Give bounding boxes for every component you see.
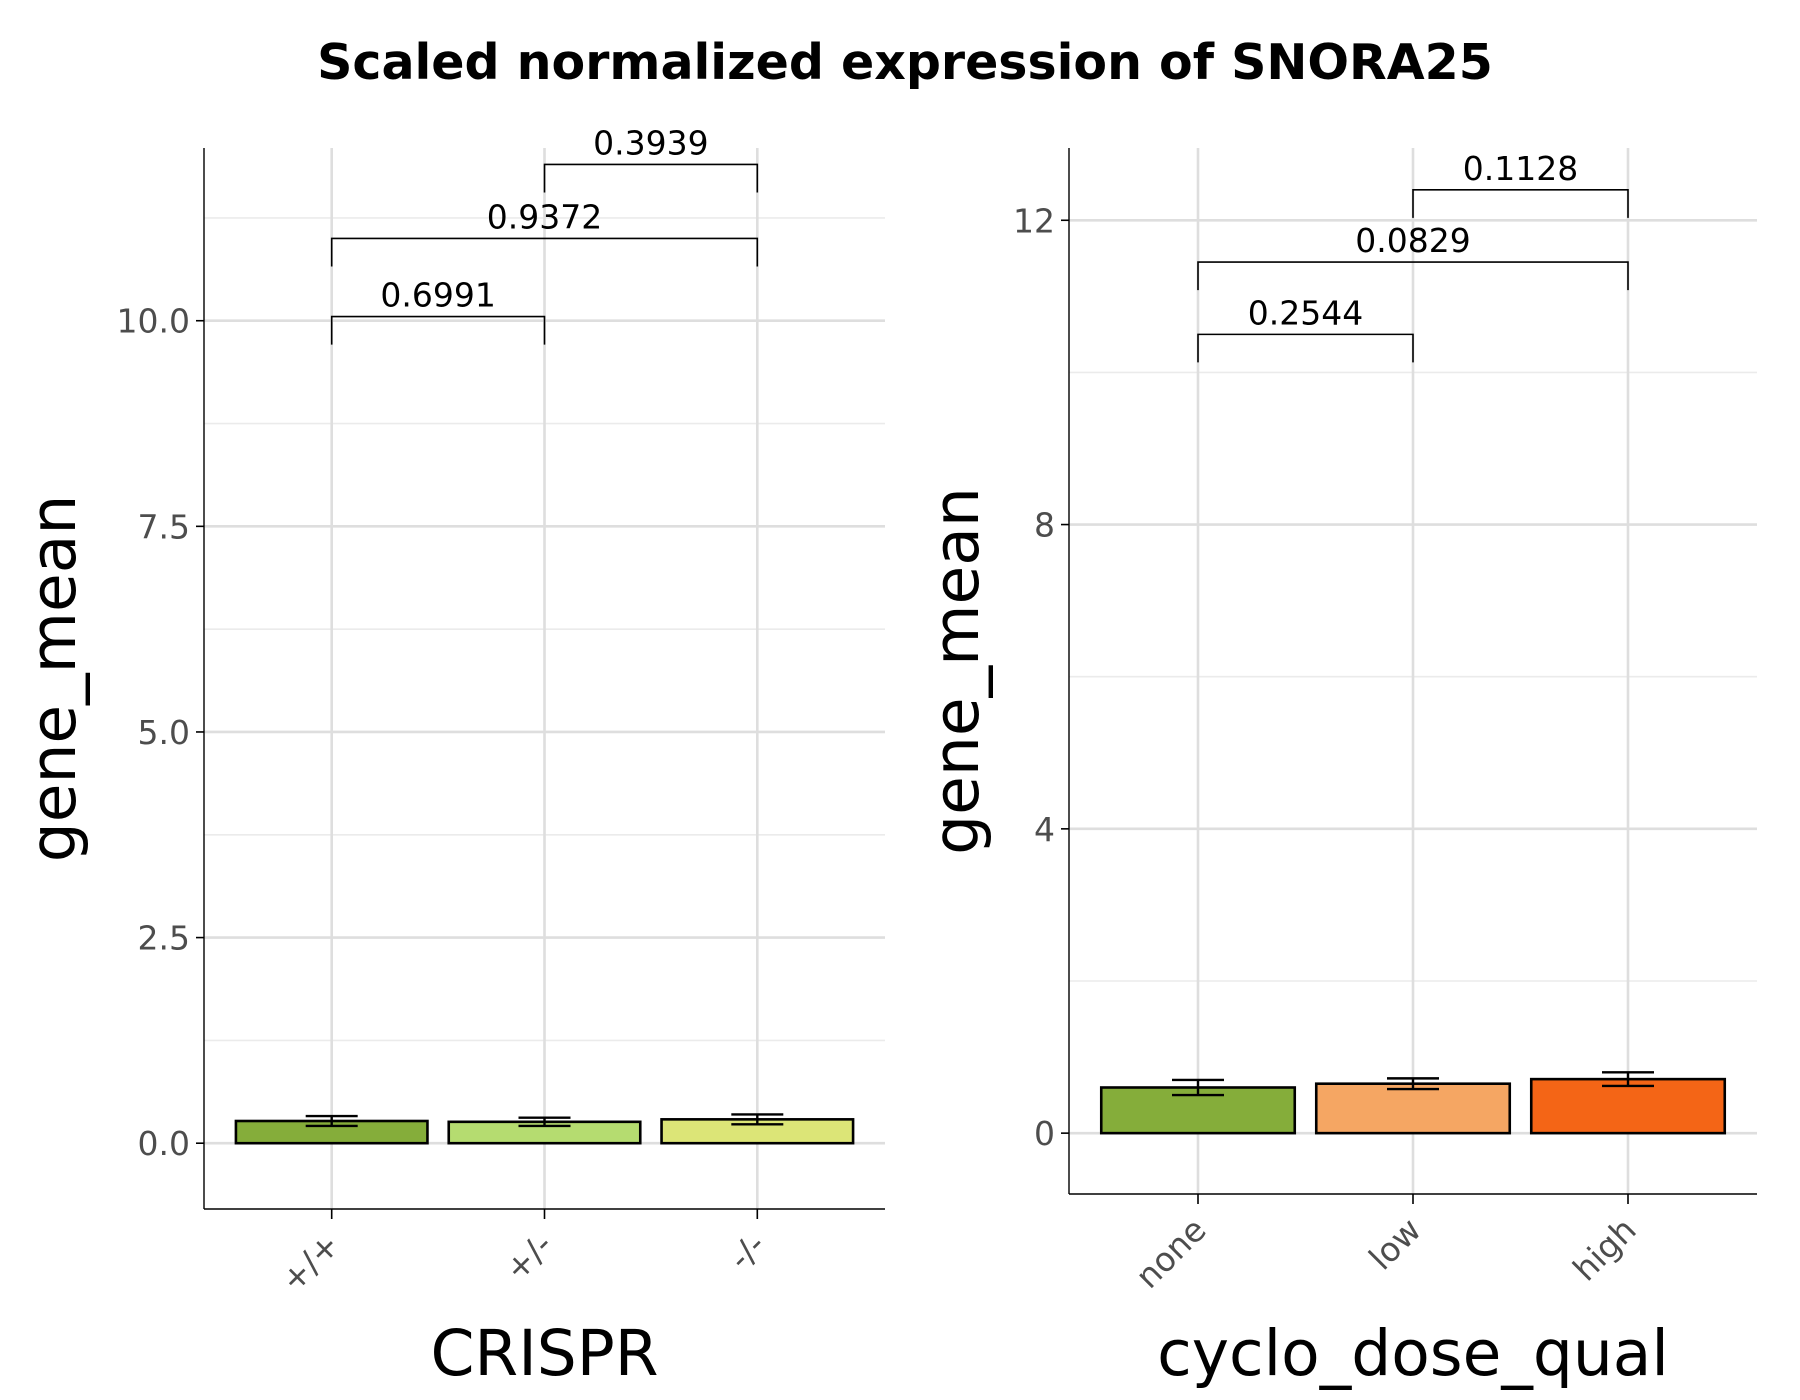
x-tick-label-high: high [1565,1210,1643,1288]
bar-low [1314,1082,1512,1135]
y-tick-label: 0 [1034,1114,1055,1153]
significance-bracket [1412,189,1629,218]
error-bar-het [518,1116,571,1128]
p-value-label: 0.1128 [1463,149,1578,188]
x-tick-label-het: +/- [497,1225,560,1288]
y-tick-label: 5.0 [138,713,190,752]
x-tick-label-none: none [1128,1210,1214,1296]
error-bar-high [1602,1071,1654,1088]
x-tick-label-low: low [1361,1210,1428,1277]
bar-high [1529,1077,1727,1135]
chart-panel-cyclo-dose: 0 4 8 12 none low high 0.2544 0.0829 0.1128 cyclo_… [920,148,1757,1390]
y-tick-label: 0.0 [138,1124,190,1163]
y-tick-label: 7.5 [138,507,190,546]
p-value-label: 0.6991 [380,276,495,315]
p-value-label: 0.3939 [593,123,708,162]
error-bar-low [1387,1077,1439,1091]
figure-title: Scaled normalized expression of SNORA25 [317,34,1493,91]
y-tick-label: 12 [1013,201,1055,240]
x-axis-title: CRISPR [430,1317,658,1390]
error-bar-ko [731,1113,784,1126]
y-tick-label: 4 [1034,810,1055,849]
y-tick-label: 8 [1034,506,1055,545]
error-bar-none [1172,1078,1224,1097]
significance-bracket [330,237,759,267]
y-axis-title: gene_mean [920,487,993,855]
x-axis-title: cyclo_dose_qual [1157,1317,1669,1390]
y-tick-label: 2.5 [138,919,190,958]
p-value-label: 0.2544 [1248,293,1363,332]
chart-panel-crispr: 0.0 2.5 5.0 7.5 10.0 +/+ +/- -/- 0.6991 0.9372 0.3… [17,123,885,1390]
significance-bracket [330,315,546,345]
y-tick-label: 10.0 [117,302,190,341]
significance-bracket [1197,333,1414,363]
p-value-label: 0.9372 [487,197,602,236]
p-value-label: 0.0829 [1355,221,1470,260]
y-axis-title: gene_mean [17,495,90,863]
significance-bracket [543,163,759,193]
significance-bracket [1197,261,1629,291]
error-bar-wt [305,1114,358,1128]
x-tick-label-wt: +/+ [273,1225,348,1300]
x-tick-label-ko: -/- [721,1225,773,1277]
